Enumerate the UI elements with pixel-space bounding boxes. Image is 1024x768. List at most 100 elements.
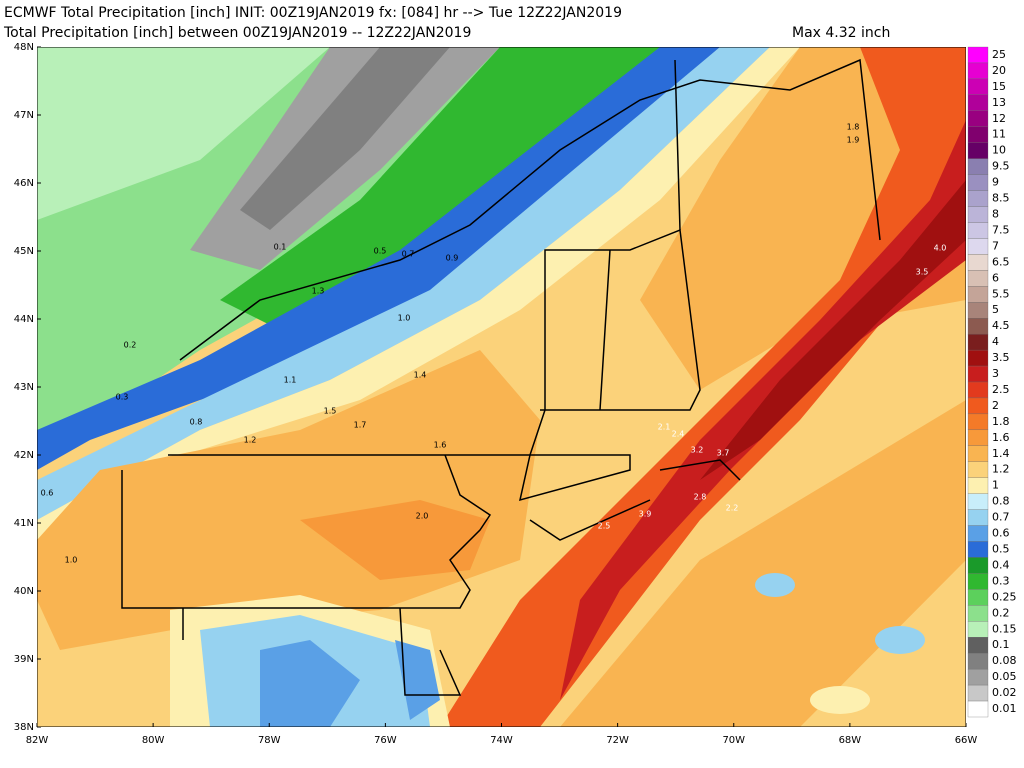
value-label: 1.7 (354, 421, 367, 430)
colorbar-swatch (967, 78, 989, 96)
value-label: 0.8 (190, 418, 203, 427)
colorbar-swatch (967, 493, 989, 510)
value-label: 0.2 (124, 341, 137, 350)
colorbar-label: 2 (992, 399, 999, 412)
colorbar-swatch (967, 302, 989, 319)
lon-label: 82W (26, 735, 49, 746)
colorbar-label: 7.5 (992, 223, 1010, 236)
colorbar-swatch (967, 621, 989, 638)
lon-label: 80W (142, 735, 165, 746)
colorbar-swatch (967, 190, 989, 207)
colorbar-swatch (967, 541, 989, 558)
value-label: 3.9 (639, 510, 652, 519)
colorbar-swatch (967, 174, 989, 191)
colorbar-label: 8 (992, 208, 999, 221)
colorbar-swatch (967, 509, 989, 526)
colorbar-swatch (967, 445, 989, 462)
colorbar-label: 25 (992, 48, 1006, 61)
colorbar-swatch (967, 254, 989, 271)
value-label: 1.3 (312, 287, 325, 296)
value-label: 1.9 (847, 136, 860, 145)
colorbar-label: 8.5 (992, 192, 1010, 205)
colorbar-swatch (967, 142, 989, 159)
colorbar-swatch (967, 397, 989, 415)
colorbar-label: 3.5 (992, 351, 1010, 364)
lat-label: 44N (14, 314, 34, 325)
lon-label: 70W (722, 735, 745, 746)
value-label: 3.2 (691, 446, 704, 455)
value-label: 2.0 (416, 512, 429, 521)
colorbar-label: 0.01 (992, 702, 1017, 715)
value-label: 2.5 (598, 522, 611, 531)
max-label: Max 4.32 inch (792, 25, 890, 41)
colorbar-swatch (967, 206, 989, 223)
lon-label: 68W (839, 735, 862, 746)
subtitle: Total Precipitation [inch] between 00Z19… (3, 25, 471, 41)
colorbar-label: 0.5 (992, 543, 1010, 556)
lat-label: 46N (14, 178, 34, 189)
lat-label: 48N (14, 42, 34, 53)
colorbar-label: 5 (992, 303, 999, 316)
map (37, 47, 966, 727)
lat-label: 42N (14, 450, 34, 461)
value-label: 0.7 (402, 250, 415, 259)
lat-label: 39N (14, 654, 34, 665)
colorbar-swatch (967, 684, 989, 702)
colorbar-swatch (967, 525, 989, 542)
lat-label: 45N (14, 246, 34, 257)
value-label: 1.0 (398, 314, 411, 323)
value-label: 0.3 (116, 393, 129, 402)
colorbar-swatch (967, 349, 989, 367)
value-label: 0.9 (446, 254, 459, 263)
value-label: 1.5 (324, 407, 337, 416)
colorbar-swatch (967, 461, 989, 478)
colorbar-swatch (967, 126, 989, 143)
colorbar-label: 4 (992, 335, 999, 348)
colorbar-label: 0.8 (992, 495, 1010, 508)
value-label: 1.0 (65, 556, 78, 565)
value-label: 1.4 (414, 371, 427, 380)
colorbar-label: 1.6 (992, 431, 1010, 444)
colorbar-label: 0.02 (992, 686, 1017, 699)
value-label: 2.2 (726, 504, 739, 513)
colorbar-label: 6 (992, 271, 999, 284)
value-label: 1.6 (434, 441, 447, 450)
value-label: 3.7 (717, 449, 730, 458)
colorbar-label: 20 (992, 64, 1006, 77)
colorbar-swatch (967, 573, 989, 590)
colorbar-swatch (967, 477, 989, 494)
colorbar-label: 1 (992, 479, 999, 492)
colorbar-label: 0.05 (992, 670, 1017, 683)
value-label: 0.1 (274, 243, 287, 252)
lon-label: 74W (490, 735, 513, 746)
colorbar-label: 1.2 (992, 463, 1010, 476)
colorbar-swatch (967, 605, 989, 622)
colorbar-swatch (967, 94, 989, 111)
lat-label: 38N (14, 722, 34, 733)
colorbar-label: 0.08 (992, 654, 1017, 667)
value-label: 0.6 (41, 489, 54, 498)
colorbar-label: 3 (992, 367, 999, 380)
colorbar-label: 1.8 (992, 415, 1010, 428)
colorbar-label: 13 (992, 96, 1006, 109)
value-label: 1.8 (847, 123, 860, 132)
colorbar-swatch (967, 637, 989, 654)
state-borders (121, 58, 881, 696)
value-label: 2.4 (672, 430, 685, 439)
colorbar-label: 7 (992, 239, 999, 252)
colorbar-label: 0.4 (992, 558, 1010, 571)
colorbar-swatch (967, 668, 989, 686)
colorbar-label: 0.6 (992, 527, 1010, 540)
lon-label: 76W (374, 735, 397, 746)
lat-label: 47N (14, 110, 34, 121)
colorbar-label: 5.5 (992, 287, 1010, 300)
colorbar-swatch (967, 429, 989, 446)
colorbar-swatch (967, 46, 989, 64)
colorbar-swatch (967, 158, 989, 175)
colorbar-label: 10 (992, 144, 1006, 157)
colorbar-swatch (967, 413, 989, 431)
colorbar-label: 15 (992, 80, 1006, 93)
value-label: 1.1 (284, 376, 297, 385)
value-label: 1.2 (244, 436, 257, 445)
colorbar-swatch (967, 62, 989, 80)
